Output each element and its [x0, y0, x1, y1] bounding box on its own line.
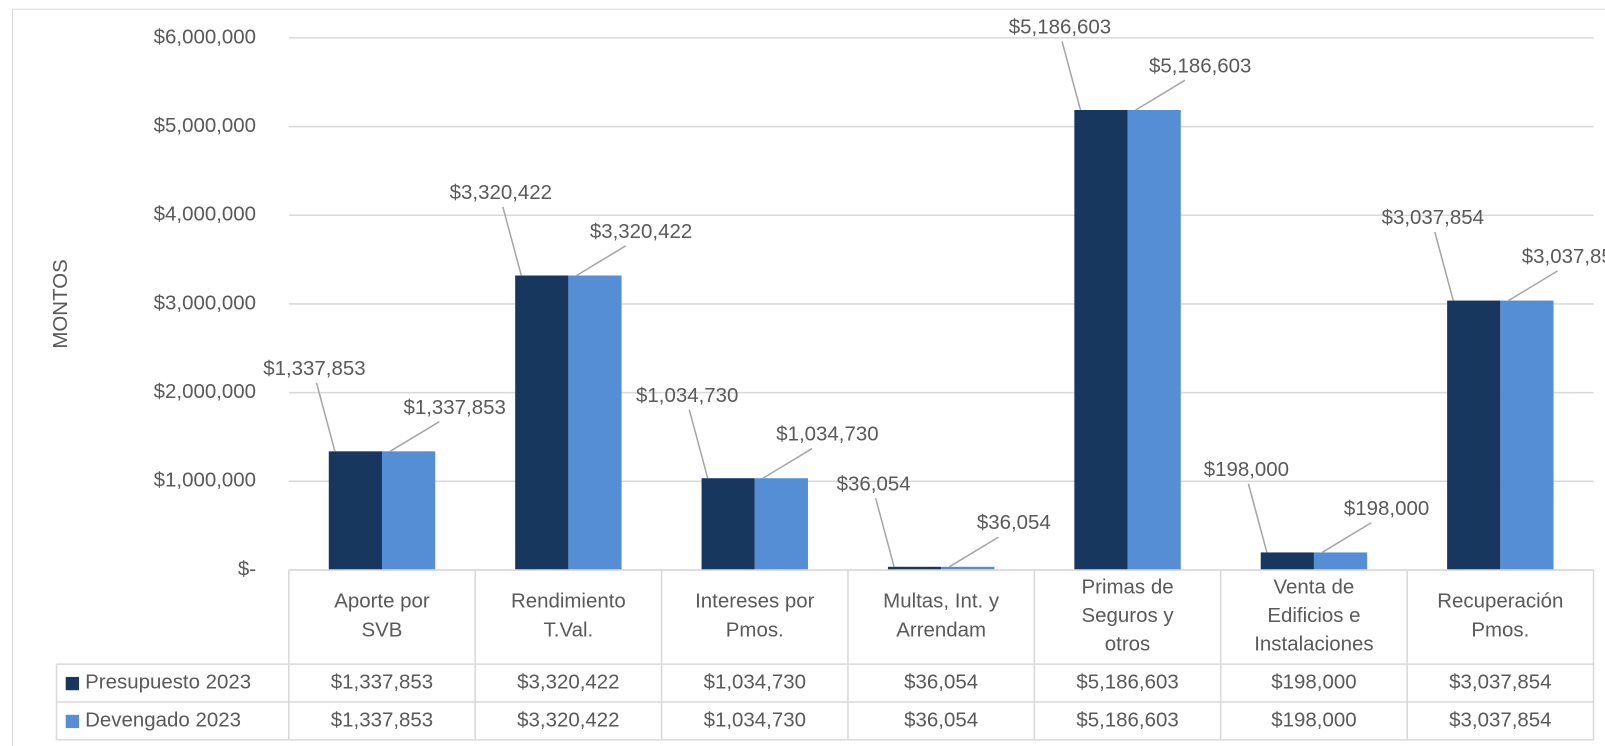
leader-line: [1434, 231, 1454, 301]
bar: [1447, 300, 1501, 570]
chart-border: [11, 8, 1605, 746]
table-cell: $1,337,853: [331, 670, 433, 693]
leader-line: [389, 421, 440, 452]
y-tick-label: $4,000,000: [154, 203, 256, 226]
table-cell: $36,054: [904, 708, 978, 731]
bar: [515, 275, 569, 570]
table-cell: $3,320,422: [517, 670, 619, 693]
legend-label: Presupuesto 2023: [85, 670, 251, 693]
table-cell: $3,037,854: [1449, 708, 1551, 731]
data-label: $1,337,853: [403, 396, 505, 419]
bar: [381, 451, 436, 570]
data-label: $3,320,422: [590, 220, 692, 243]
bar: [1260, 552, 1314, 570]
data-label: $36,054: [837, 472, 911, 495]
leader-line: [874, 498, 895, 567]
x-tick-label: Aporte por SVB: [334, 590, 430, 642]
x-tick-label: Rendimiento T.Val.: [511, 590, 626, 642]
y-tick-label: $-: [238, 557, 256, 580]
legend-label: Devengado 2023: [85, 708, 241, 731]
bar: [754, 478, 808, 570]
leader-line: [688, 409, 709, 479]
y-axis-label: MONTOS: [49, 259, 72, 348]
y-tick-label: $6,000,000: [154, 25, 256, 48]
table-cell: $3,037,854: [1449, 670, 1551, 693]
bar: [1500, 300, 1554, 570]
leader-line: [576, 245, 627, 277]
y-tick-label: $2,000,000: [154, 380, 256, 403]
table-cell: $198,000: [1271, 708, 1356, 731]
leader-line: [762, 447, 813, 479]
leader-line: [1321, 522, 1372, 554]
data-label: $3,320,422: [450, 181, 552, 204]
table-cell: $3,320,422: [517, 708, 619, 731]
data-label: $3,037,854: [1382, 206, 1484, 229]
data-label: $5,186,603: [1149, 54, 1251, 77]
bar: [701, 478, 755, 570]
data-label: $198,000: [1344, 497, 1429, 520]
data-label: $3,037,854: [1522, 245, 1605, 268]
table-cell: $1,337,853: [331, 708, 433, 731]
leader-line: [1135, 79, 1186, 111]
data-label: $198,000: [1204, 458, 1289, 481]
bar: [1074, 110, 1128, 570]
bar: [1313, 552, 1368, 570]
x-tick-label: Multas, Int. y Arrendam: [883, 590, 1000, 642]
leader-line: [1061, 41, 1082, 111]
bar: [568, 275, 622, 570]
x-tick-label: Intereses por Pmos.: [695, 590, 815, 642]
leader-line: [948, 536, 999, 568]
bar: [328, 451, 382, 570]
table-cell: $1,034,730: [704, 670, 806, 693]
leader-line: [315, 382, 336, 452]
data-label: $36,054: [977, 511, 1051, 534]
y-tick-label: $3,000,000: [154, 291, 256, 314]
leader-line: [1508, 270, 1559, 302]
leader-line: [1247, 483, 1268, 553]
y-tick-label: $5,000,000: [154, 114, 256, 137]
data-label: $5,186,603: [1009, 16, 1111, 39]
data-label: $1,034,730: [776, 423, 878, 446]
bar: [887, 566, 942, 570]
legend-key: [65, 676, 80, 691]
table-cell: $5,186,603: [1076, 708, 1178, 731]
table-cell: $1,034,730: [704, 708, 806, 731]
legend-key: [65, 714, 80, 729]
bar: [1127, 110, 1181, 570]
table-cell: $36,054: [904, 670, 978, 693]
table-cell: $198,000: [1271, 670, 1356, 693]
data-label: $1,337,853: [263, 357, 365, 380]
leader-line: [502, 206, 523, 276]
bar: [941, 566, 995, 570]
y-tick-label: $1,000,000: [154, 469, 256, 492]
x-tick-label: Primas de Seguros y otros: [1082, 576, 1175, 656]
data-label: $1,034,730: [636, 384, 738, 407]
table-cell: $5,186,603: [1076, 670, 1178, 693]
x-tick-label: Venta de Edificios e Instalaciones: [1254, 576, 1373, 656]
x-tick-label: Recuperación Pmos.: [1437, 590, 1563, 642]
